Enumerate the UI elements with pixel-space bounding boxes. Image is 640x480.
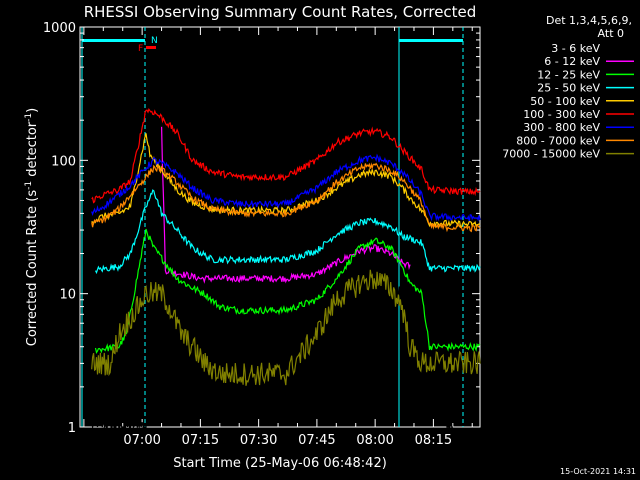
x-tick-label: 08:00 xyxy=(356,433,393,448)
chart-title: RHESSI Observing Summary Count Rates, Co… xyxy=(84,3,477,21)
observation-overlays xyxy=(81,27,464,427)
legend-label: 50 - 100 keV xyxy=(530,95,600,108)
flag-n-label: N xyxy=(151,36,158,46)
legend-label: 100 - 300 keV xyxy=(523,108,600,121)
legend-header-line1: Det 1,3,4,5,6,9, xyxy=(546,14,632,27)
x-tick-label: 07:30 xyxy=(240,433,277,448)
flag-f-label: F xyxy=(138,44,143,54)
y-axis-label-mid: detector xyxy=(25,121,40,181)
series-line xyxy=(94,189,481,275)
x-axis: 07:00 07:15 07:30 07:45 08:00 08:15 xyxy=(83,27,473,448)
y-tick-label: 100 xyxy=(51,154,76,169)
y-axis-label: Corrected Count Rate (s-1 detector-1) xyxy=(24,108,40,346)
y-tick-label: 1000 xyxy=(43,21,76,36)
legend-header-line2: Att 0 xyxy=(598,27,624,40)
flag-f-bar xyxy=(146,46,156,49)
timestamp: 15-Oct-2021 14:31 xyxy=(560,467,636,476)
series-line xyxy=(91,153,481,222)
series-line xyxy=(94,228,481,355)
plot-frame xyxy=(79,26,481,428)
series-line xyxy=(91,107,481,204)
legend-label: 800 - 7000 keV xyxy=(516,134,600,147)
y-axis-label-main: Corrected Count Rate (s xyxy=(25,190,40,347)
y-axis-label-sup1: -1 xyxy=(24,181,34,190)
y-axis: 1 10 100 1000 xyxy=(43,21,480,436)
x-axis-label: Start Time (25-May-06 06:48:42) xyxy=(173,456,387,471)
y-axis-label-sup2: -1 xyxy=(24,113,34,122)
y-tick-label: 1 xyxy=(68,421,76,436)
series-line xyxy=(91,162,481,233)
series-line xyxy=(91,271,453,430)
series-line xyxy=(91,269,481,386)
legend-label: 25 - 50 keV xyxy=(537,82,600,95)
legend-label: 300 - 800 keV xyxy=(523,121,600,134)
legend-label: 6 - 12 keV xyxy=(544,55,600,68)
y-axis-label-end: ) xyxy=(25,108,40,113)
flags: F N xyxy=(138,36,158,54)
legend-label: 7000 - 15000 keV xyxy=(502,148,600,161)
series-layer xyxy=(91,107,481,430)
x-tick-label: 08:15 xyxy=(415,433,452,448)
x-tick-label: 07:45 xyxy=(298,433,335,448)
y-tick-label: 10 xyxy=(59,288,76,303)
x-tick-label: 07:15 xyxy=(182,433,219,448)
legend-label: 3 - 6 keV xyxy=(551,42,600,55)
legend-label: 12 - 25 keV xyxy=(537,68,600,81)
x-tick-label: 07:00 xyxy=(123,433,160,448)
